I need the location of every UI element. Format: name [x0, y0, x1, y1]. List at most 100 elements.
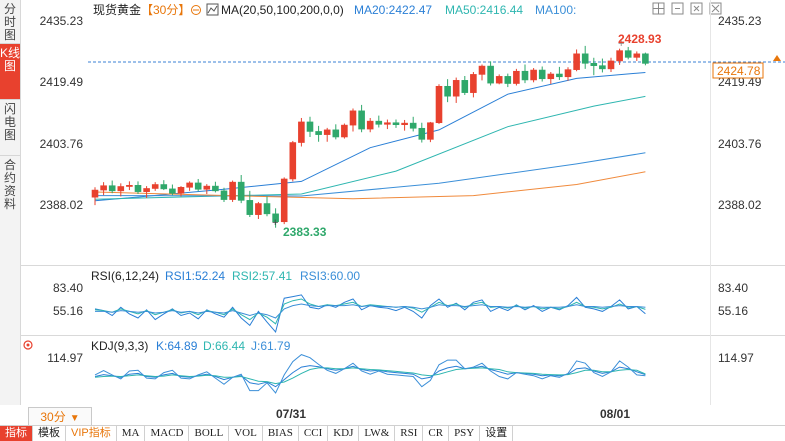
grid-layout-icon[interactable] — [652, 2, 665, 15]
candle-body — [186, 182, 193, 188]
candle-body — [495, 76, 503, 84]
candle — [246, 190, 254, 218]
candle-body — [237, 181, 245, 201]
tab-lightning-chart[interactable]: 闪电图 — [0, 100, 20, 156]
candle — [186, 181, 193, 191]
candle-body — [203, 185, 211, 190]
tab-template[interactable]: 模板 — [33, 426, 66, 441]
ma200-line — [94, 171, 646, 200]
tab-vol[interactable]: VOL — [229, 426, 263, 441]
ma50-value: MA50:2416.44 — [445, 3, 523, 17]
candle-body — [272, 213, 279, 223]
tab-kdj[interactable]: KDJ — [328, 426, 360, 441]
candle-body — [100, 185, 107, 191]
tab-contract-info[interactable]: 合约资料 — [3, 158, 16, 211]
candles — [91, 45, 649, 228]
candle-body — [624, 50, 632, 58]
tab-indicator[interactable]: 指标 — [0, 426, 33, 441]
candle-body — [358, 110, 365, 130]
candle — [117, 183, 125, 197]
candle — [151, 182, 159, 191]
candle — [177, 186, 185, 197]
tab-cci[interactable]: CCI — [299, 426, 329, 441]
tab-bias[interactable]: BIAS — [263, 426, 299, 441]
candle-body — [418, 127, 426, 140]
candle — [169, 184, 176, 196]
price-arrow-icon — [773, 55, 781, 61]
candle-body — [126, 185, 133, 187]
candle-body — [255, 203, 262, 215]
period-switch-icon[interactable] — [191, 5, 201, 15]
candle-body — [384, 122, 391, 125]
rsi3-line — [95, 303, 646, 319]
candle-body — [229, 181, 236, 200]
rsi-tick-right: 83.40 — [718, 281, 748, 295]
candle — [306, 116, 314, 137]
kdj-lines — [94, 354, 646, 394]
rsi-tick-left: 55.16 — [53, 304, 83, 318]
tab-time-chart[interactable]: 分时图 — [0, 0, 20, 44]
tab-rsi[interactable]: RSI — [395, 426, 424, 441]
candle — [418, 122, 426, 143]
candle-body — [478, 65, 486, 75]
kdj-settings-icon[interactable] — [23, 340, 33, 350]
zoom-out-icon[interactable] — [690, 2, 703, 15]
high-price-label: 2428.93 — [618, 32, 662, 46]
candle-body — [607, 60, 615, 70]
rsi-title: RSI(6,12,24) — [91, 269, 159, 283]
price-tick-right: 2388.02 — [718, 198, 762, 212]
candle-body — [513, 70, 520, 84]
rsi1-value: RSI1:52.24 — [165, 269, 225, 283]
candle — [556, 66, 563, 80]
chevron-down-icon: ▼ — [69, 413, 80, 424]
candle-body — [633, 53, 641, 58]
kline-chart[interactable]: 现货黄金 【30分】 MA(20,50,100,200,0,0) MA20:24… — [20, 0, 785, 405]
candle — [461, 75, 469, 96]
tab-lw[interactable]: LW& — [359, 426, 396, 441]
close-icon[interactable] — [709, 2, 722, 15]
candle-body — [108, 185, 116, 192]
candle-body — [366, 120, 374, 130]
left-price-axis: 2435.23 2419.49 2403.76 2388.02 — [40, 14, 84, 212]
candle-body — [616, 50, 623, 62]
ma-settings-icon[interactable] — [206, 3, 219, 16]
ma100-line — [94, 152, 646, 197]
tab-ma[interactable]: MA — [117, 426, 146, 441]
period-label: 【30分】 — [141, 3, 190, 17]
time-label: 07/31 — [276, 407, 307, 421]
candle — [126, 181, 133, 191]
candle — [280, 177, 288, 225]
candle-body — [564, 69, 572, 78]
candle — [263, 196, 271, 217]
kdj-j-value: J:61.79 — [251, 339, 291, 353]
candle — [590, 57, 598, 76]
period-selector[interactable]: 30分 ▼ — [28, 407, 92, 426]
candle — [487, 61, 494, 86]
candle-body — [504, 76, 512, 84]
price-tick-right: 2403.76 — [718, 137, 762, 151]
kdj-d-value: D:66.44 — [203, 339, 245, 353]
candle — [581, 45, 589, 69]
tab-settings[interactable]: 设置 — [480, 426, 514, 441]
tab-kline-chart[interactable]: K线图 — [0, 44, 20, 100]
tab-boll[interactable]: BOLL — [189, 426, 230, 441]
price-tick-left: 2419.49 — [40, 75, 84, 89]
candle-body — [547, 73, 555, 80]
time-axis: 07/31 08/01 — [20, 405, 785, 425]
tab-macd[interactable]: MACD — [145, 426, 190, 441]
candle — [392, 119, 400, 128]
price-tick-left: 2435.23 — [40, 14, 84, 28]
tab-cr[interactable]: CR — [423, 426, 450, 441]
candle-body — [435, 85, 443, 124]
tab-vip-indicator[interactable]: VIP指标 — [66, 426, 117, 441]
tab-psy[interactable]: PSY — [449, 426, 481, 441]
candle-body — [220, 190, 228, 200]
candle — [435, 84, 443, 124]
minimize-icon[interactable] — [671, 2, 684, 15]
candle — [573, 49, 580, 72]
candle — [108, 180, 116, 194]
candle-body — [91, 189, 99, 198]
candle — [521, 64, 529, 84]
candle-body — [642, 53, 649, 64]
low-cross-icon: + — [272, 217, 278, 229]
